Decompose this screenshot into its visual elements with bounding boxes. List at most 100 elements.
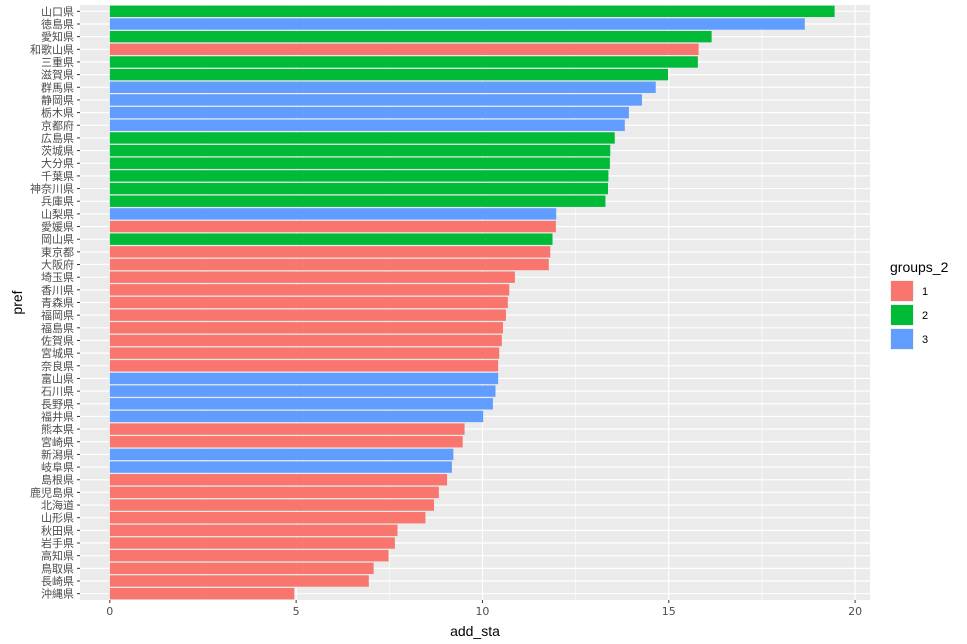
bar bbox=[109, 94, 642, 106]
y-tick-label: 広島県 bbox=[41, 131, 74, 145]
y-tick-label: 静岡県 bbox=[41, 93, 74, 107]
legend-label: 1 bbox=[922, 286, 928, 298]
bar bbox=[109, 246, 551, 258]
bar bbox=[109, 486, 439, 499]
y-tick-label: 茨城県 bbox=[41, 144, 74, 158]
bar bbox=[109, 220, 556, 233]
legend-swatch bbox=[891, 329, 913, 349]
y-tick-label: 石川県 bbox=[41, 385, 74, 398]
legend: groups_2 1 2 3 bbox=[890, 259, 949, 350]
y-tick-label: 岩手県 bbox=[41, 536, 74, 550]
bar bbox=[109, 524, 398, 537]
y-tick-label: 佐賀県 bbox=[41, 333, 74, 347]
bar bbox=[109, 296, 508, 309]
bar bbox=[109, 309, 506, 321]
bar bbox=[109, 537, 395, 549]
bar bbox=[109, 284, 510, 296]
y-tick-label: 京都府 bbox=[41, 118, 74, 132]
bar bbox=[109, 347, 500, 359]
y-tick-label: 山口県 bbox=[41, 5, 74, 18]
y-tick-label: 兵庫県 bbox=[41, 194, 74, 208]
y-tick-label: 鳥取県 bbox=[41, 561, 74, 575]
bar bbox=[109, 549, 389, 562]
bar bbox=[109, 68, 669, 81]
y-tick-label: 山形県 bbox=[41, 512, 74, 525]
legend-title: groups_2 bbox=[890, 259, 949, 275]
bar bbox=[109, 132, 615, 144]
y-tick-label: 和歌山県 bbox=[30, 42, 74, 56]
x-axis-ticks: 0 5 10 15 20 bbox=[106, 600, 862, 618]
y-tick-label: 宮崎県 bbox=[41, 435, 74, 449]
bar bbox=[109, 56, 698, 68]
y-tick-label: 群馬県 bbox=[41, 80, 74, 94]
y-tick-label: 青森県 bbox=[41, 296, 74, 310]
y-tick-label: 熊本県 bbox=[41, 422, 74, 436]
bar bbox=[109, 512, 426, 524]
y-tick-label: 埼玉県 bbox=[41, 270, 74, 284]
bar bbox=[109, 258, 549, 271]
y-tick-label: 長野県 bbox=[41, 398, 74, 411]
x-tick-label: 10 bbox=[475, 605, 489, 618]
y-tick-label: 福岡県 bbox=[41, 308, 74, 322]
x-tick-label: 20 bbox=[848, 605, 862, 618]
legend-swatch bbox=[891, 305, 913, 325]
legend-label: 2 bbox=[922, 310, 928, 322]
y-axis-ticks: 山口県徳島県愛知県和歌山県三重県滋賀県群馬県静岡県栃木県京都府広島県茨城県大分県… bbox=[30, 5, 80, 601]
y-tick-label: 鹿児島県 bbox=[30, 485, 74, 499]
bar bbox=[109, 43, 699, 56]
y-tick-label: 岡山県 bbox=[41, 233, 74, 246]
y-tick-label: 福井県 bbox=[41, 409, 74, 423]
y-tick-label: 愛知県 bbox=[41, 30, 74, 44]
bar bbox=[109, 385, 496, 397]
bar bbox=[109, 575, 369, 587]
bar bbox=[109, 410, 484, 423]
y-tick-label: 神奈川県 bbox=[30, 182, 74, 196]
bars bbox=[109, 5, 835, 600]
y-tick-label: 沖縄県 bbox=[41, 587, 74, 601]
bar bbox=[109, 195, 606, 207]
bar bbox=[109, 81, 656, 93]
y-tick-label: 福島県 bbox=[41, 321, 74, 335]
x-tick-label: 15 bbox=[662, 605, 676, 618]
y-tick-label: 山梨県 bbox=[41, 207, 74, 221]
y-tick-label: 富山県 bbox=[41, 371, 74, 385]
bar bbox=[109, 499, 435, 511]
bar bbox=[109, 182, 609, 195]
y-tick-label: 東京都 bbox=[41, 245, 74, 259]
y-tick-label: 島根県 bbox=[41, 473, 74, 487]
bar bbox=[109, 144, 611, 157]
y-tick-label: 香川県 bbox=[41, 284, 74, 297]
bar bbox=[109, 398, 493, 410]
bar bbox=[109, 271, 515, 283]
bar bbox=[109, 360, 499, 372]
y-tick-label: 大阪府 bbox=[41, 258, 74, 272]
bar bbox=[109, 334, 502, 347]
legend-label: 3 bbox=[922, 334, 928, 346]
bar bbox=[109, 233, 553, 245]
bar bbox=[109, 587, 295, 600]
y-tick-label: 大分県 bbox=[41, 156, 74, 170]
bar bbox=[109, 157, 610, 169]
bar bbox=[109, 170, 609, 182]
bar bbox=[109, 436, 463, 448]
y-tick-label: 奈良県 bbox=[41, 359, 74, 373]
bar bbox=[109, 562, 374, 575]
y-tick-label: 愛媛県 bbox=[41, 220, 74, 234]
bar bbox=[109, 5, 835, 18]
y-tick-label: 新潟県 bbox=[41, 447, 74, 461]
y-tick-label: 滋賀県 bbox=[41, 69, 74, 82]
bar bbox=[109, 119, 625, 131]
y-tick-label: 栃木県 bbox=[41, 106, 74, 120]
bar bbox=[109, 30, 712, 43]
y-tick-label: 高知県 bbox=[41, 549, 74, 563]
x-axis-title: add_sta bbox=[450, 623, 500, 639]
x-tick-label: 5 bbox=[293, 605, 300, 618]
bar bbox=[109, 461, 452, 473]
bar bbox=[109, 106, 629, 119]
y-tick-label: 千葉県 bbox=[41, 169, 74, 183]
y-tick-label: 長崎県 bbox=[41, 574, 74, 588]
y-tick-label: 北海道 bbox=[41, 498, 74, 512]
x-tick-label: 0 bbox=[106, 605, 113, 618]
bar bbox=[109, 322, 503, 334]
